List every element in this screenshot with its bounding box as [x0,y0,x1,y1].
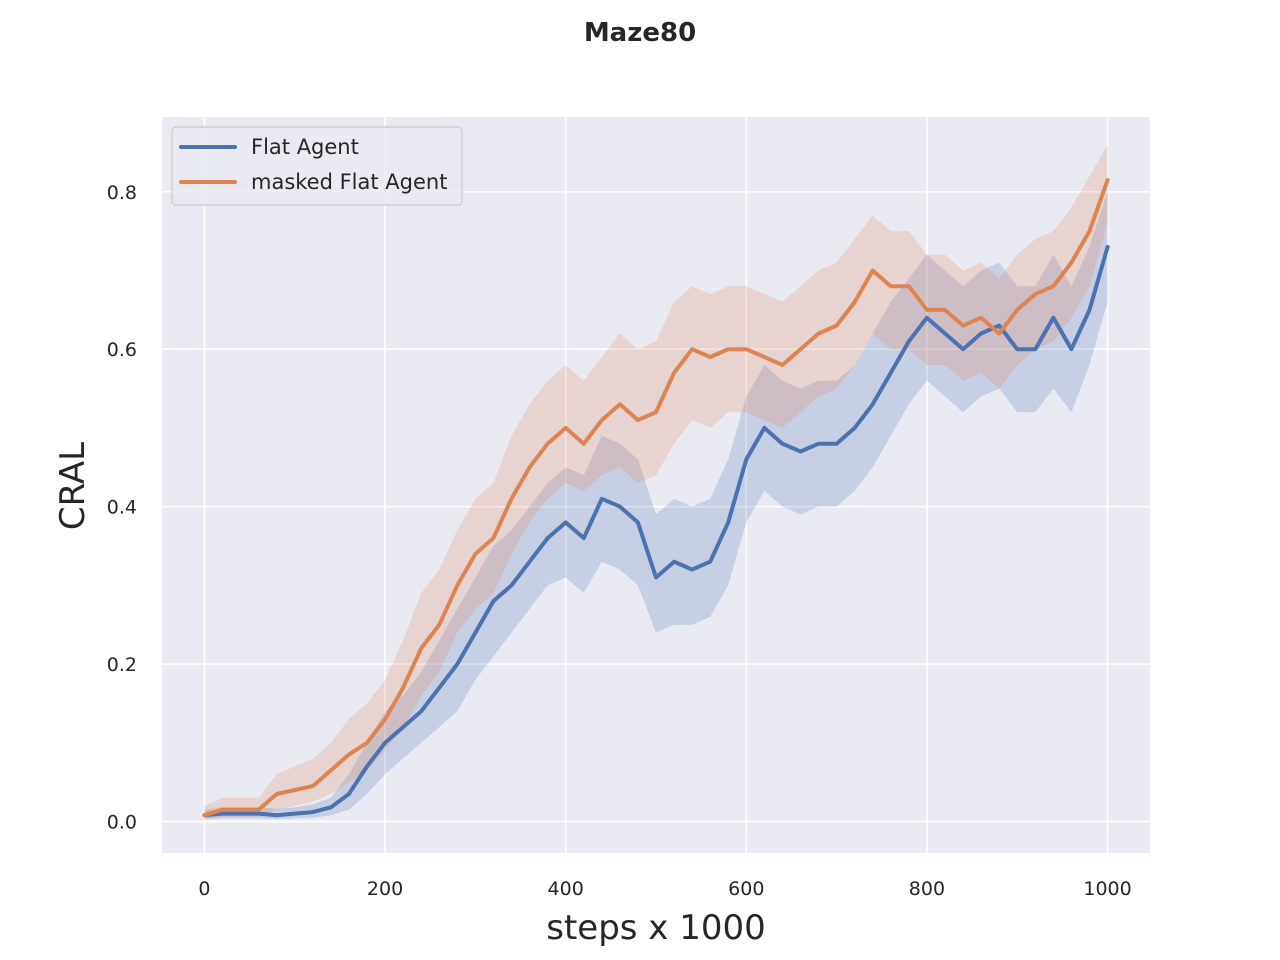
legend-label-1: Flat Agent [251,135,359,159]
y-axis-label: CRAL [53,442,93,530]
x-tick-labels: 0 200 400 600 800 1000 [198,878,1131,900]
y-tick-label: 0.2 [107,654,137,676]
x-tick-label: 800 [909,878,945,900]
x-axis-label: steps x 1000 [546,908,766,948]
confidence-band-1 [204,191,1108,820]
y-tick-labels: 0.0 0.2 0.4 0.6 0.8 [107,182,137,834]
x-tick-label: 0 [198,878,210,900]
series-line-1 [202,244,1110,818]
legend: Flat Agent masked Flat Agent [171,126,463,206]
x-tick-label: 1000 [1083,878,1131,900]
grid [162,117,1150,853]
confidence-bands [204,144,1108,820]
x-tick-label: 600 [728,878,764,900]
series-line-2 [202,178,1110,818]
y-tick-label: 0.4 [107,497,137,519]
series-lines [202,178,1110,818]
confidence-band-2 [204,144,1108,820]
y-tick-label: 0.8 [107,182,137,204]
y-tick-label: 0.0 [107,812,137,834]
legend-box [171,126,463,206]
plot-area [162,117,1150,853]
y-tick-label: 0.6 [107,339,137,361]
x-tick-label: 200 [367,878,403,900]
x-tick-label: 400 [548,878,584,900]
chart-title: Maze80 [584,18,696,48]
legend-label-2: masked Flat Agent [251,170,447,194]
